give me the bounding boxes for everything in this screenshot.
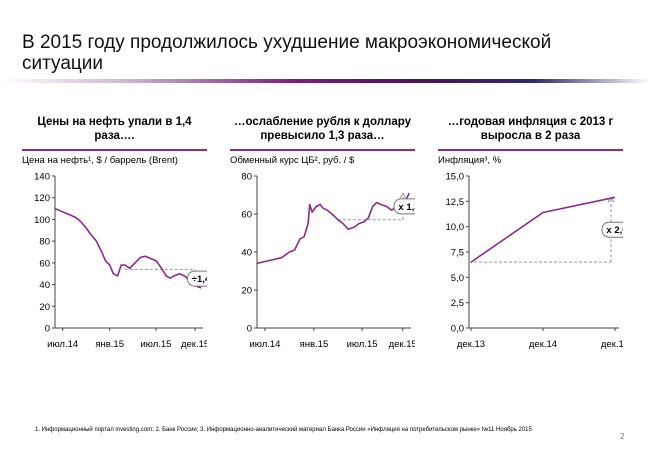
exchange-rate-chart: 80 60 40 20 0 июл.14 янв.15 июл.15 дек.15 x 1,3: [241, 172, 415, 350]
footnote: 1. Информационный портал investing.com; …: [35, 427, 532, 433]
y-tick-label: 0,0: [451, 324, 464, 335]
slide-title: В 2015 году продолжилось ухудшение макро…: [22, 32, 552, 74]
y-tick-label: 5,0: [451, 273, 464, 284]
x-tick-label: дек.13: [457, 339, 485, 350]
y-tick-label: 80: [241, 172, 252, 183]
change-badge: [187, 270, 207, 287]
panel-heading: …годовая инфляция с 2013 г выросла в 2 р…: [447, 116, 614, 142]
x-tick-label: июл.15: [140, 339, 171, 350]
y-tick-label: 100: [34, 215, 50, 226]
y-tick-label: 120: [34, 193, 50, 204]
series-line: [54, 207, 202, 289]
y-tick-label: 12,5: [446, 197, 465, 208]
series-line: [256, 192, 410, 265]
y-tick-label: 15,0: [446, 172, 465, 183]
axis-title: Инфляция³, %: [438, 155, 502, 166]
inflation-panel: …годовая инфляция с 2013 г выросла в 2 р…: [438, 115, 623, 355]
y-tick-label: 140: [34, 172, 50, 183]
page-number: 2: [620, 432, 625, 441]
y-tick-label: 60: [241, 210, 252, 221]
panel-divider: [22, 149, 207, 151]
x-tick-label: июл.15: [347, 339, 378, 350]
x-tick-label: дек.15: [389, 339, 415, 350]
y-tick-label: 80: [39, 237, 50, 248]
series-line: [470, 196, 616, 263]
x-tick-label: дек.15: [601, 339, 623, 350]
y-tick-label: 0: [247, 324, 252, 335]
y-tick-label: 40: [39, 280, 50, 291]
x-tick-label: июл.14: [249, 339, 280, 350]
x-tick-label: дек.14: [529, 339, 557, 350]
x-tick-label: янв.15: [95, 339, 124, 350]
change-badge-label: x 2,0: [606, 225, 623, 236]
panel-divider: [230, 149, 415, 151]
y-tick-label: 2,5: [451, 298, 464, 309]
change-badge-label: ÷1,4: [192, 274, 207, 285]
oil-price-panel: Цены на нефть упали в 1,4 раза…. Цена на…: [22, 115, 207, 355]
arrow-head: [399, 192, 407, 199]
x-tick-label: дек.15: [181, 339, 207, 350]
panel-heading: …ослабление рубля к доллару превысило 1,…: [233, 116, 411, 142]
panel-heading: Цены на нефть упали в 1,4 раза….: [37, 116, 192, 142]
title-divider: [0, 79, 650, 83]
y-tick-label: 40: [241, 248, 252, 259]
axis-title: Обменный курс ЦБ², руб. / $: [230, 155, 355, 166]
panel-divider: [438, 149, 623, 151]
axis-title: Цена на нефть¹, $ / баррель (Brent): [22, 155, 178, 166]
y-tick-label: 10,0: [446, 222, 465, 233]
x-tick-label: янв.15: [300, 339, 329, 350]
y-tick-label: 60: [39, 258, 50, 269]
arrow-head: [607, 196, 615, 203]
change-badge: [393, 198, 415, 215]
change-badge-label: x 1,3: [398, 202, 415, 213]
inflation-chart: 15,0 12,5 10,0 7,5 5,0 2,5 0,0 дек.13 дек.14 дек.…: [446, 172, 623, 350]
y-tick-label: 20: [39, 302, 50, 313]
y-tick-label: 0: [45, 324, 50, 335]
x-tick-label: июл.14: [47, 339, 78, 350]
exchange-rate-panel: …ослабление рубля к доллару превысило 1,…: [230, 115, 415, 355]
change-badge: [601, 221, 623, 238]
y-tick-label: 7,5: [451, 248, 464, 259]
oil-price-chart: 140 120 100 80 60 40 20 0 июл.14 янв.15 июл.15 дек.…: [34, 172, 207, 350]
y-tick-label: 20: [241, 286, 252, 297]
